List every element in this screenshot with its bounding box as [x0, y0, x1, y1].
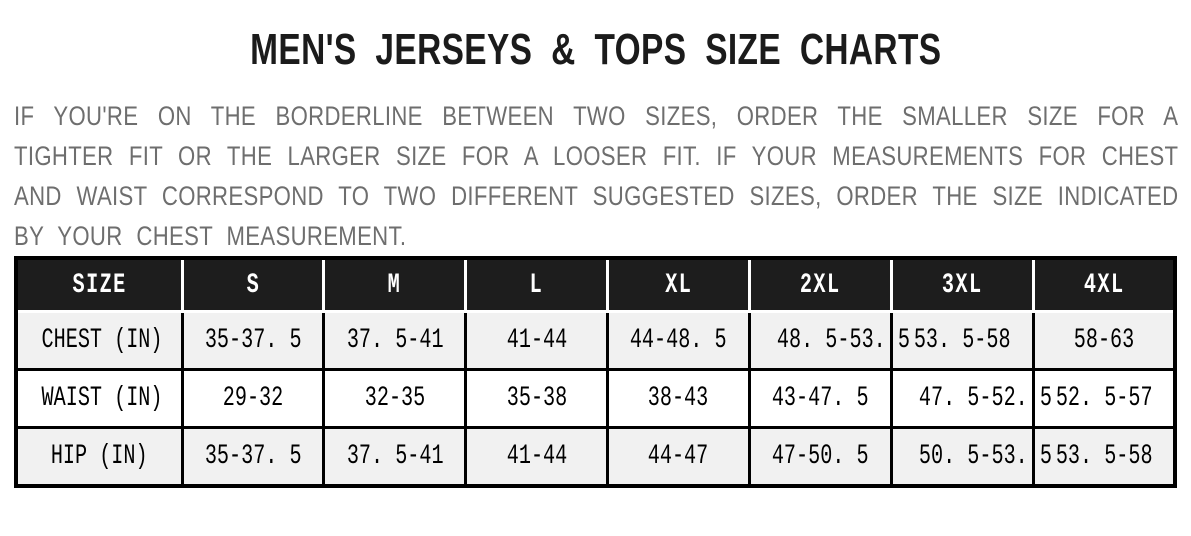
size-value-text: 37. 5-41 — [346, 325, 444, 356]
row-label-text: WAIST (IN) — [41, 383, 163, 414]
column-header-text: 2XL — [799, 269, 841, 301]
size-value-text: 41-44 — [506, 441, 567, 472]
chest-value-l: 41-44 — [464, 310, 610, 371]
chest-value-m: 37. 5-41 — [322, 310, 468, 371]
size-value-text: 53. 5-58 — [913, 325, 1011, 356]
waist-value-m: 32-35 — [322, 368, 468, 429]
size-value-text: 37. 5-41 — [346, 441, 444, 472]
column-header-m: M — [322, 256, 468, 313]
size-value-text: 29-32 — [222, 383, 284, 414]
waist-value-xl: 38-43 — [606, 368, 751, 429]
column-header-s: S — [180, 256, 326, 313]
waist-value-s: 29-32 — [180, 368, 326, 429]
description-line-2: TIGHTER FIT OR THE LARGER SIZE FOR A LOO… — [14, 141, 1179, 171]
table-row-chest: CHEST (IN) 35-37. 5 37. 5-41 41-44 44-48… — [14, 310, 1177, 371]
size-value-text: 52. 5-57 — [1055, 383, 1153, 414]
size-value-text: 44-47 — [648, 441, 709, 472]
size-value-text: 32-35 — [364, 383, 426, 414]
hip-value-2xl: 47-50. 5 — [747, 426, 893, 488]
column-header-3xl: 3XL — [889, 256, 1035, 313]
header-row: SIZE S M L XL 2XL 3XL 4XL — [14, 256, 1177, 313]
page-title: MEN'S JERSEYS & TOPS SIZE CHARTS — [14, 26, 1177, 74]
size-value-text: 44-48. 5 — [630, 325, 727, 356]
column-header-2xl: 2XL — [747, 256, 893, 313]
waist-value-4xl: 52. 5-57 — [1031, 368, 1177, 429]
column-header-l: L — [464, 256, 610, 313]
description-line-1: IF YOU'RE ON THE BORDERLINE BETWEEN TWO … — [14, 101, 1179, 131]
row-label-text: CHEST (IN) — [41, 325, 163, 356]
column-header-text: M — [387, 269, 402, 301]
chest-value-4xl: 58-63 — [1031, 310, 1177, 371]
table-row-hip: HIP (IN) 35-37. 5 37. 5-41 41-44 44-47 4… — [14, 426, 1177, 488]
description-paragraph: IF YOU'RE ON THE BORDERLINE BETWEEN TWO … — [14, 96, 1178, 256]
hip-value-s: 35-37. 5 — [180, 426, 326, 488]
size-chart-page: MEN'S JERSEYS & TOPS SIZE CHARTS IF YOU'… — [0, 26, 1191, 488]
size-value-text: 58-63 — [1073, 325, 1135, 356]
hip-value-3xl: 50. 5-53. 5 — [889, 426, 1052, 488]
description-line-4: BY YOUR CHEST MEASUREMENT. — [14, 221, 407, 251]
page-title-text: MEN'S JERSEYS & TOPS SIZE CHARTS — [249, 25, 942, 74]
size-value-text: 50. 5-53. 5 — [918, 441, 1052, 472]
column-header-size: SIZE — [14, 256, 184, 313]
column-header-text: 3XL — [941, 269, 983, 301]
hip-value-4xl: 53. 5-58 — [1031, 426, 1177, 488]
size-value-text: 53. 5-58 — [1055, 441, 1153, 472]
row-label-chest: CHEST (IN) — [14, 310, 184, 371]
column-header-4xl: 4XL — [1031, 256, 1177, 313]
waist-value-l: 35-38 — [464, 368, 610, 429]
hip-value-m: 37. 5-41 — [322, 426, 468, 488]
row-label-text: HIP (IN) — [50, 441, 148, 472]
size-chart-table: SIZE S M L XL 2XL 3XL 4XL CHEST (IN) 35-… — [14, 256, 1177, 488]
waist-value-3xl: 47. 5-52. 5 — [889, 368, 1052, 429]
table-row-waist: WAIST (IN) 29-32 32-35 35-38 38-43 43-47… — [14, 368, 1177, 429]
size-value-text: 35-38 — [506, 383, 567, 414]
size-value-text: 47-50. 5 — [771, 441, 869, 472]
row-label-hip: HIP (IN) — [14, 426, 184, 488]
column-header-xl: XL — [606, 256, 751, 313]
size-value-text: 43-47. 5 — [771, 383, 869, 414]
size-value-text: 38-43 — [648, 383, 709, 414]
description-line-3: AND WAIST CORRESPOND TO TWO DIFFERENT SU… — [14, 181, 1179, 211]
column-header-text: L — [529, 269, 544, 301]
chest-value-xl: 44-48. 5 — [606, 310, 751, 371]
size-value-text: 41-44 — [506, 325, 567, 356]
size-value-text: 35-37. 5 — [204, 441, 302, 472]
hip-value-xl: 44-47 — [606, 426, 751, 488]
column-header-text: S — [246, 269, 260, 301]
hip-value-l: 41-44 — [464, 426, 610, 488]
chest-value-s: 35-37. 5 — [180, 310, 326, 371]
chest-value-3xl: 53. 5-58 — [889, 310, 1035, 371]
waist-value-2xl: 43-47. 5 — [747, 368, 893, 429]
column-header-text: XL — [664, 269, 692, 301]
size-value-text: 48. 5-53. 5 — [776, 325, 910, 356]
size-value-text: 47. 5-52. 5 — [918, 383, 1052, 414]
column-header-text: SIZE — [72, 269, 127, 301]
row-label-waist: WAIST (IN) — [14, 368, 184, 429]
size-value-text: 35-37. 5 — [204, 325, 302, 356]
column-header-text: 4XL — [1083, 269, 1125, 301]
chest-value-2xl: 48. 5-53. 5 — [747, 310, 910, 371]
